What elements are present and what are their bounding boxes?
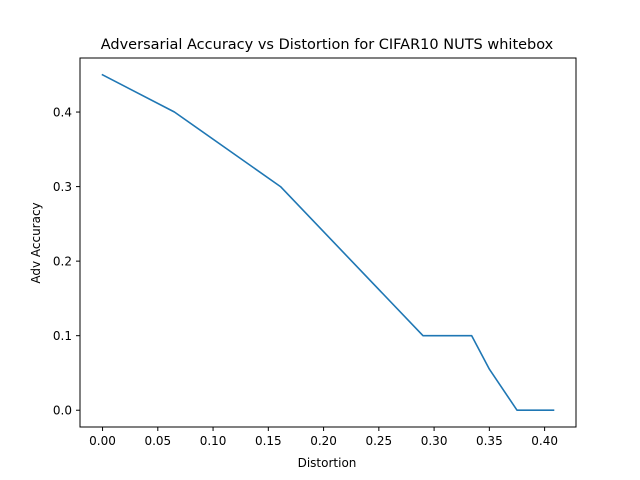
x-tick-label: 0.30	[421, 434, 448, 448]
x-tick-label: 0.05	[144, 434, 171, 448]
x-tick-label: 0.00	[89, 434, 116, 448]
x-tick-label: 0.10	[200, 434, 227, 448]
chart-title: Adversarial Accuracy vs Distortion for C…	[101, 37, 554, 53]
x-tick-label: 0.35	[476, 434, 503, 448]
plot-area: 0.00 0.05 0.10 0.15 0.20 0.25 0.30 0.35 0.40 0.0 0…	[53, 57, 577, 448]
y-tick-label: 0.2	[53, 255, 72, 269]
x-axis-label: Distortion	[298, 456, 357, 470]
x-tick-label: 0.25	[365, 434, 392, 448]
y-tick-label: 0.0	[53, 404, 72, 418]
y-tick-label: 0.4	[53, 106, 72, 120]
x-tick-label: 0.40	[531, 434, 558, 448]
y-axis-label: Adv Accuracy	[29, 202, 43, 283]
y-tick-label: 0.3	[53, 180, 72, 194]
y-tick-label: 0.1	[53, 329, 72, 343]
x-tick-label: 0.15	[255, 434, 282, 448]
series-line	[101, 73, 555, 412]
plot-frame	[79, 57, 577, 428]
x-tick-label: 0.20	[310, 434, 337, 448]
